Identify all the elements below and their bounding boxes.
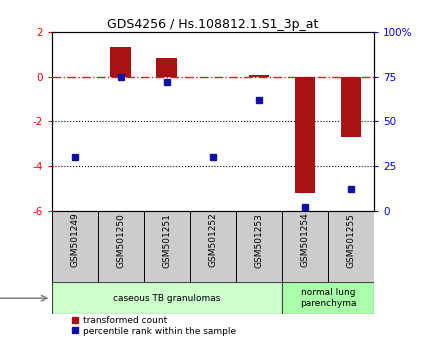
Bar (111, 47, 131, 76)
Text: caseous TB granulomas: caseous TB granulomas (113, 294, 221, 303)
Bar (249, 75, 269, 76)
Legend: transformed count, percentile rank within the sample: transformed count, percentile rank withi… (72, 316, 236, 336)
Text: GSM501255: GSM501255 (347, 213, 356, 268)
Bar (295, 76, 315, 193)
Bar (52, 282, 282, 314)
Text: GSM501252: GSM501252 (209, 213, 217, 267)
Text: GSM501251: GSM501251 (162, 213, 171, 268)
Title: GDS4256 / Hs.108812.1.S1_3p_at: GDS4256 / Hs.108812.1.S1_3p_at (107, 18, 319, 31)
Text: normal lung
parenchyma: normal lung parenchyma (300, 289, 356, 308)
Bar (157, 58, 177, 76)
Text: GSM501249: GSM501249 (70, 213, 79, 267)
Text: GSM501254: GSM501254 (301, 213, 310, 267)
Text: GSM501253: GSM501253 (255, 213, 264, 268)
Bar (282, 282, 374, 314)
Bar (341, 76, 362, 137)
Text: GSM501250: GSM501250 (116, 213, 125, 268)
